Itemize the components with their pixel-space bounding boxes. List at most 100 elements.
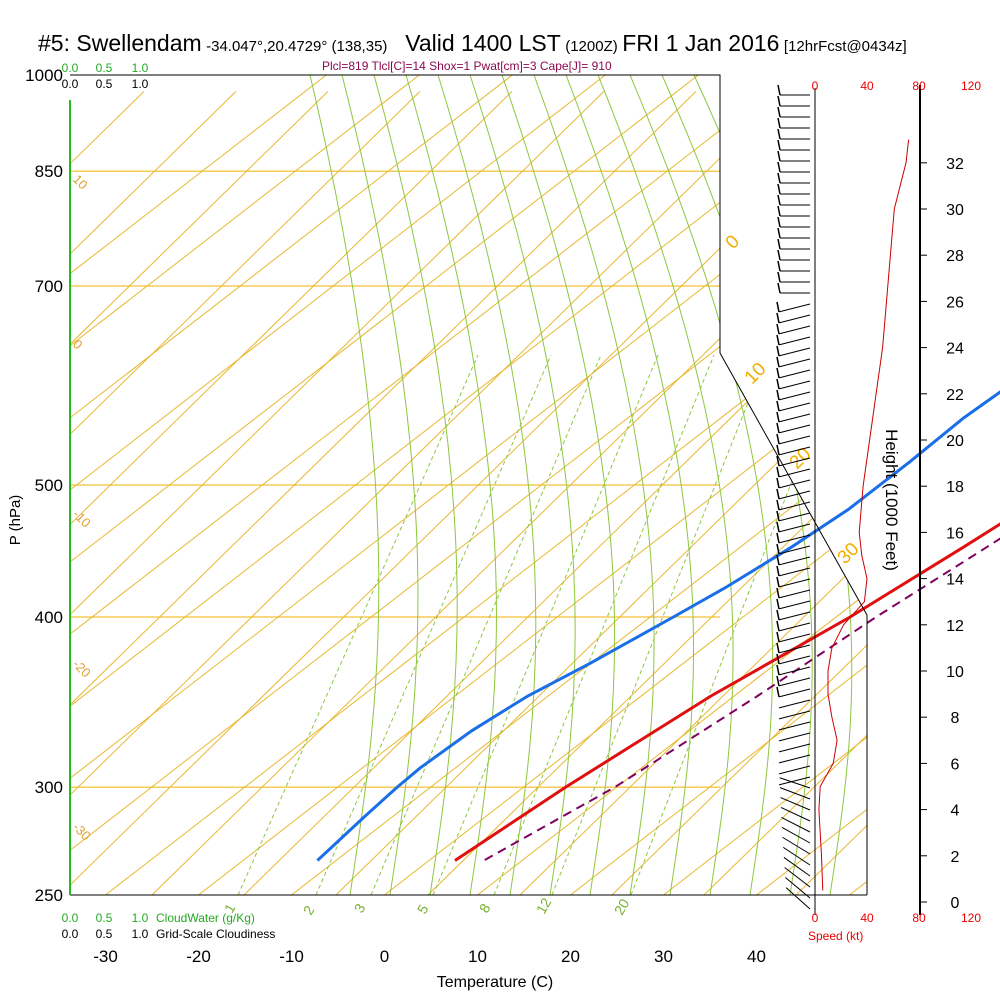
mixing-ratio-label: 12 [533,895,555,917]
height-tick-label: 12 [946,618,964,635]
wind-barb-flag [777,161,781,173]
station-name: #5: Swellendam [38,30,202,56]
wind-barb [778,534,811,544]
mixing-ratio-label: 2 [300,903,318,918]
height-tick-label: 26 [946,294,964,311]
wind-barb-flag [776,631,780,643]
valid-time: Valid 1400 LST [405,30,561,56]
isotherm-line [70,75,327,895]
height-tick-label: 18 [946,479,964,496]
wind-barb [778,435,811,445]
speed-tick-top: 120 [961,79,981,93]
dry-adiabat-line [888,91,1000,895]
wind-barb [778,710,811,720]
wind-barb [778,347,811,357]
wind-barb-flag [777,249,781,261]
mixing-ratio-line [493,354,715,895]
wind-barb-flag [776,389,780,401]
moist-adiabat-line [501,75,616,895]
speed-label: Speed (kt) [808,929,863,943]
speed-tick-top: 40 [860,79,874,93]
pressure-tick-label: 400 [35,608,63,627]
wind-barb-flag [777,227,781,239]
isotherm-line [105,75,867,895]
wind-barb [778,578,811,588]
dry-adiabat-line [519,91,867,895]
wind-barb-flag [776,554,780,566]
temperature-tick-label: -10 [279,947,304,966]
height-tick-label: 10 [946,664,964,681]
wind-barb-flag [776,422,780,434]
dry-adiabat-line [70,91,789,895]
cloudwater-tick-top: 1.0 [132,61,149,75]
utc-time: (1200Z) [565,38,618,55]
wind-barb [778,743,811,753]
moist-adiabat-line [469,75,576,895]
wind-barb-flag [776,433,780,445]
isotherm-label: 0 [70,337,86,353]
wind-barb-flag [776,356,780,368]
wind-barb [782,836,811,855]
cloudwater-label: CloudWater (g/Kg) [156,911,255,925]
wind-barb-flag [776,642,780,654]
wind-barb [778,413,811,423]
wind-barb-flag [776,543,780,555]
wind-barb [778,677,811,687]
wind-barb [778,633,811,643]
x-axis-label: Temperature (C) [437,974,553,991]
wind-barb [778,479,811,489]
isotherm-label: 10 [70,172,91,193]
wind-barb-flag [776,455,780,467]
wind-barb [778,754,811,764]
temperature-tick-label: 20 [561,947,580,966]
wind-barb-flag [777,117,781,129]
mixing-ratio-label: 20 [611,896,633,918]
height-tick-label: 22 [946,387,964,404]
dry-adiabat-line [70,91,513,895]
forecast-info: [12hrFcst@0434z] [783,38,907,55]
wind-barb-flag [777,205,781,217]
wind-barb-flag [776,411,780,423]
temperature-tick-label: -30 [93,947,118,966]
dry-adiabat-line [70,91,145,895]
wind-barb [778,622,811,632]
speed-tick-bottom: 80 [912,911,926,925]
wind-barb [778,666,811,676]
temperature-tick-label: 40 [747,947,766,966]
wind-barb-flag [776,400,780,412]
wind-barb [778,523,811,533]
wind-barb-flag [777,84,781,96]
dewpoint-line [316,390,1000,862]
wind-barb-flag [776,609,780,621]
height-tick-label: 4 [951,803,960,820]
isotherm-line [70,75,420,895]
wind-barb [778,721,811,731]
cloudiness-tick-bottom: 0.0 [62,927,79,941]
sounding-params: Plcl=819 Tlcl[C]=14 Shox=1 Pwat[cm]=3 Ca… [322,59,612,73]
dry-adiabat-line [70,91,329,895]
wind-barb [778,501,811,511]
wind-barb-flag [776,653,780,665]
isotherm-line [70,75,699,895]
isotherm-line [70,75,513,895]
dry-adiabat-line [70,91,867,895]
wind-barb-flag [777,106,781,118]
wind-barb [778,589,811,599]
wind-barb [783,846,811,866]
wind-barb-flag [777,216,781,228]
wind-barb [779,777,811,789]
dry-adiabat-line [980,91,1000,895]
grid-layer [70,75,1000,895]
wind-barb-flag [776,334,780,346]
wind-barb [778,446,811,456]
height-tick-label: 28 [946,248,964,265]
height-tick-label: 8 [951,710,960,727]
wind-barb [778,567,811,577]
valid-date: FRI 1 Jan 2016 [622,30,780,56]
wind-barb-flag [777,183,781,195]
wind-barb [778,776,811,786]
profiles-layer [316,390,1000,862]
wind-barb [778,391,811,401]
